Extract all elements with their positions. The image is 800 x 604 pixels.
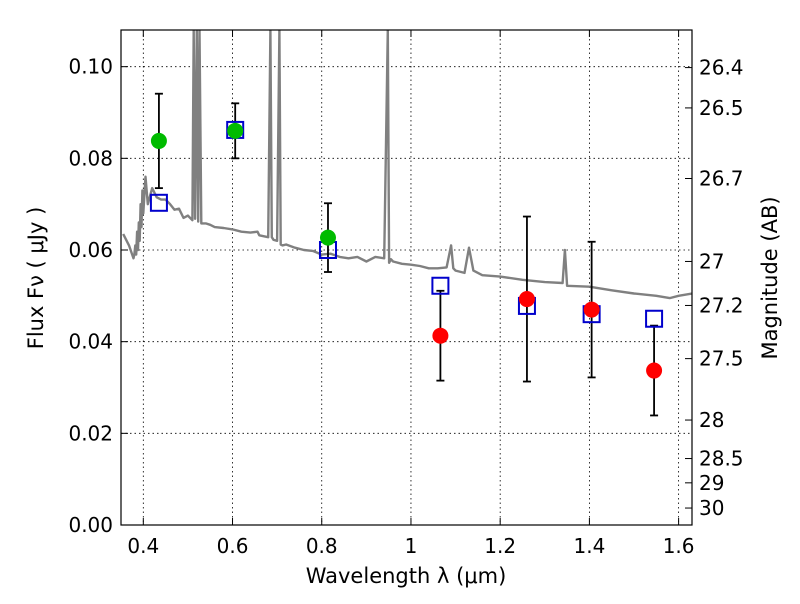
model-photometry-point: [149, 193, 168, 212]
nir-observations-point: [646, 362, 663, 379]
x-tick-label: 0.4: [127, 534, 159, 558]
optical-observations-point: [227, 122, 244, 139]
mag-tick-label: 26.7: [699, 167, 744, 191]
x-tick-label: 1.4: [573, 534, 605, 558]
mag-tick-label: 28.5: [699, 447, 744, 471]
ticks: 0.4 0.6 0.8 1 1.2 1.4 1.6 0.00 0.02 0.04 0.06 0.08 0…: [68, 30, 744, 558]
mag-tick-label: 27.5: [699, 347, 744, 371]
y-tick-label: 0.06: [68, 238, 113, 262]
plot-frame: [120, 29, 693, 526]
mag-tick-label: 29: [699, 471, 724, 495]
mag-tick-label: 26.4: [699, 56, 744, 80]
mag-tick-label: 30: [699, 496, 724, 520]
spectrum-line: [122, 30, 692, 300]
data-markers: [149, 120, 664, 379]
mag-tick-label: 27: [699, 249, 724, 273]
mag-tick-label: 27.2: [699, 293, 744, 317]
y2-axis-label: Magnitude (AB): [758, 196, 782, 359]
x-axis-label: Wavelength λ (μm): [306, 564, 507, 588]
optical-observations-point: [319, 229, 336, 246]
mag-tick-label: 26.5: [699, 96, 744, 120]
optical-observations-point: [150, 132, 167, 149]
y-tick-label: 0.10: [68, 55, 113, 79]
y-tick-label: 0.08: [68, 146, 113, 170]
grid: [121, 30, 692, 525]
model-photometry-point: [431, 276, 450, 295]
nir-observations-point: [518, 291, 535, 308]
y-tick-label: 0.04: [68, 330, 113, 354]
error-bars: [154, 92, 659, 417]
y-tick-label: 0.00: [68, 513, 113, 537]
mag-tick-label: 28: [699, 408, 724, 432]
model-photometry-point: [645, 309, 664, 328]
x-tick-label: 0.8: [306, 534, 338, 558]
model-spectrum: [122, 30, 692, 300]
y-tick-label: 0.02: [68, 421, 113, 445]
nir-observations-point: [583, 301, 600, 318]
x-tick-label: 1.6: [663, 534, 695, 558]
x-tick-label: 1.2: [484, 534, 516, 558]
y-axis-label: Flux Fν ( μJy ): [24, 207, 48, 350]
nir-observations-point: [432, 327, 449, 344]
x-tick-label: 0.6: [217, 534, 249, 558]
x-tick-label: 1: [405, 534, 418, 558]
